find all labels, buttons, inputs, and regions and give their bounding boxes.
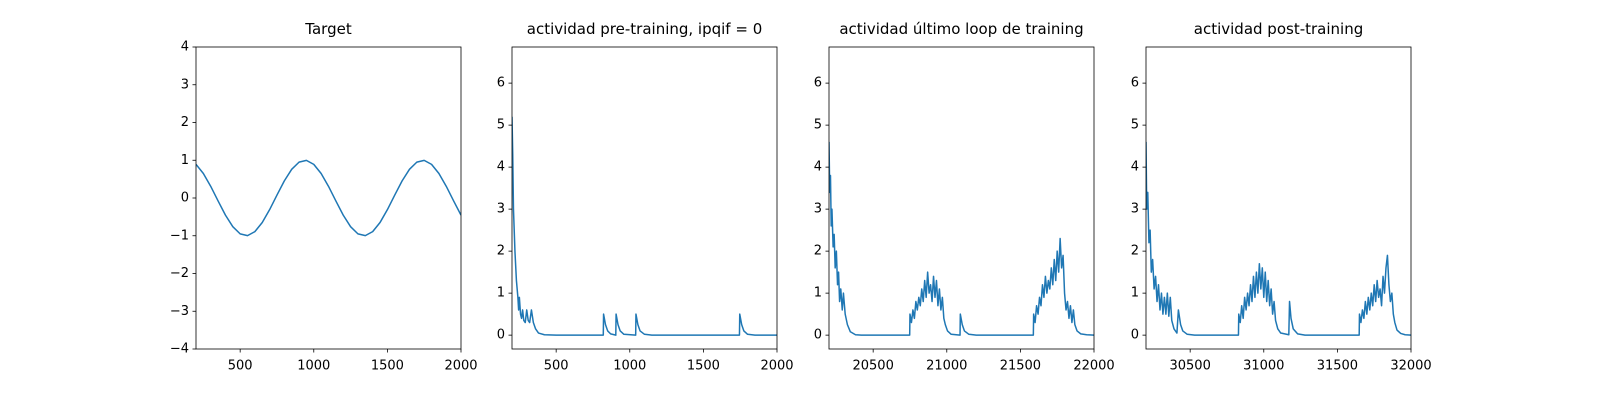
y-tick-label: −2 [170, 266, 189, 281]
y-tick-label: 5 [1131, 118, 1139, 133]
y-tick-label: 1 [814, 286, 822, 301]
y-tick-label: 6 [814, 76, 822, 91]
x-tick-label: 30500 [1169, 359, 1210, 374]
y-tick-label: 6 [497, 76, 505, 91]
x-tick-label: 21500 [1000, 359, 1041, 374]
x-tick-label: 2000 [444, 359, 477, 374]
y-tick-label: 1 [497, 286, 505, 301]
y-tick-label: 4 [497, 160, 505, 175]
x-tick-label: 32000 [1390, 359, 1431, 374]
x-tick-label: 2000 [760, 359, 793, 374]
x-tick-label: 1000 [613, 359, 646, 374]
chart-title: actividad último loop de training [839, 20, 1083, 38]
data-line [196, 159, 461, 237]
axes-frame [511, 46, 778, 350]
y-tick-label: 4 [814, 160, 822, 175]
y-tick-label: 3 [181, 77, 189, 92]
data-line [1146, 141, 1411, 336]
y-tick-label: 0 [181, 191, 189, 206]
x-tick-label: 500 [228, 359, 253, 374]
x-tick-label: 21000 [926, 359, 967, 374]
y-tick-label: 2 [814, 244, 822, 259]
y-tick-label: −3 [170, 304, 189, 319]
x-tick-label: 20500 [852, 359, 893, 374]
x-tick-label: 31000 [1243, 359, 1284, 374]
chart-title: actividad post-training [1194, 20, 1363, 38]
x-tick-label: 1500 [687, 359, 720, 374]
chart-title: Target [304, 20, 352, 38]
y-tick-label: 5 [497, 118, 505, 133]
y-tick-label: 1 [181, 153, 189, 168]
y-tick-label: 2 [497, 244, 505, 259]
y-tick-label: 2 [181, 115, 189, 130]
axes-frame [1145, 46, 1412, 350]
axes-frame [828, 46, 1095, 350]
data-line [829, 141, 1094, 336]
y-tick-label: −1 [170, 228, 189, 243]
y-tick-label: 0 [497, 328, 505, 343]
y-tick-label: 3 [1131, 202, 1139, 217]
y-tick-label: 3 [497, 202, 505, 217]
data-line [512, 116, 777, 336]
chart-title: actividad pre-training, ipqif = 0 [527, 20, 763, 38]
x-tick-label: 1500 [371, 359, 404, 374]
y-tick-label: 0 [814, 328, 822, 343]
y-tick-label: 5 [814, 118, 822, 133]
x-tick-label: 1000 [297, 359, 330, 374]
y-tick-label: 4 [1131, 160, 1139, 175]
y-tick-label: 4 [181, 40, 189, 55]
y-tick-label: 0 [1131, 328, 1139, 343]
y-tick-label: 1 [1131, 286, 1139, 301]
x-tick-label: 31500 [1317, 359, 1358, 374]
y-tick-label: 2 [1131, 244, 1139, 259]
y-tick-label: −4 [170, 342, 189, 357]
x-tick-label: 500 [544, 359, 569, 374]
x-tick-label: 22000 [1073, 359, 1114, 374]
y-tick-label: 6 [1131, 76, 1139, 91]
y-tick-label: 3 [814, 202, 822, 217]
